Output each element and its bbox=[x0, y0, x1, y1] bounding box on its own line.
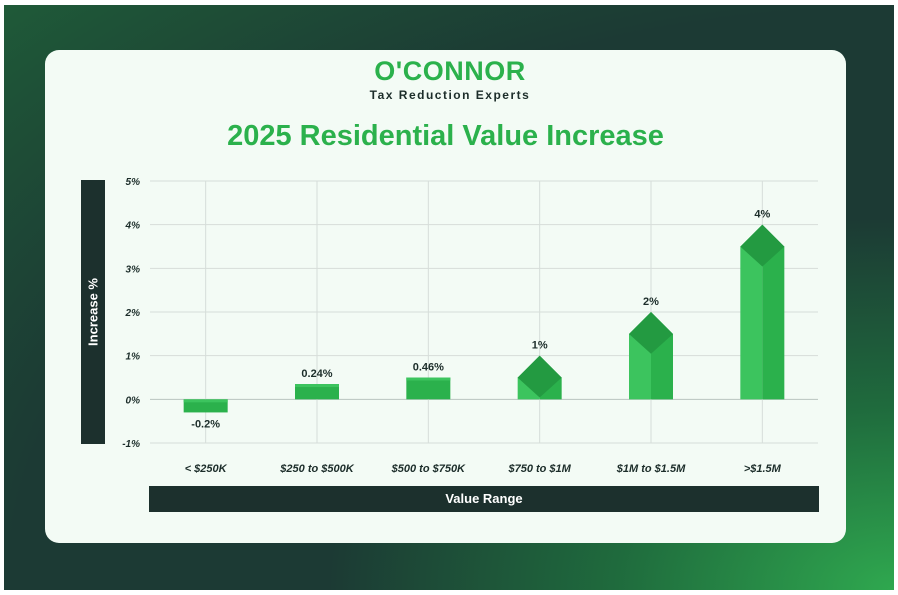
x-tick-label: $500 to $750K bbox=[391, 463, 466, 475]
x-tick-label: $1M to $1.5M bbox=[616, 463, 686, 475]
bar bbox=[295, 384, 339, 400]
bar-cap bbox=[629, 312, 673, 354]
y-tick-label: 5% bbox=[126, 177, 141, 188]
chart-title: 2025 Residential Value Increase bbox=[227, 120, 664, 152]
bar bbox=[740, 224, 763, 400]
y-tick-label: -1% bbox=[122, 439, 140, 450]
y-tick-label: 0% bbox=[126, 395, 141, 406]
logo: O'CONNOR bbox=[374, 56, 526, 86]
data-label: 0.24% bbox=[301, 368, 332, 380]
bar-cap bbox=[517, 355, 562, 398]
bar bbox=[183, 399, 228, 413]
data-label: 2% bbox=[643, 296, 659, 308]
logo-tab bbox=[318, 50, 582, 110]
chart-card bbox=[45, 50, 846, 543]
data-label: 4% bbox=[754, 209, 770, 221]
logo-tagline: Tax Reduction Experts bbox=[369, 88, 531, 102]
bar-highlight bbox=[183, 399, 228, 403]
bar bbox=[406, 377, 451, 400]
y-axis-label-panel bbox=[81, 180, 105, 444]
bar-side bbox=[762, 224, 785, 400]
y-tick-label: 2% bbox=[125, 308, 141, 319]
y-tick-label: 1% bbox=[126, 352, 141, 363]
x-tick-label: $250 to $500K bbox=[279, 463, 354, 475]
x-tick-label: $750 to $1M bbox=[507, 463, 571, 475]
bar-highlight bbox=[406, 377, 451, 381]
x-tick-label: >$1.5M bbox=[744, 463, 782, 475]
data-label: 1% bbox=[532, 340, 548, 352]
bar-cap bbox=[740, 224, 785, 267]
y-tick-label: 4% bbox=[125, 221, 141, 232]
x-tick-label: < $250K bbox=[185, 463, 228, 475]
data-label: 0.46% bbox=[413, 362, 444, 374]
data-label: -0.2% bbox=[191, 418, 220, 430]
x-axis-label: Value Range bbox=[149, 486, 819, 512]
y-tick-label: 3% bbox=[126, 264, 141, 275]
bar-highlight bbox=[295, 384, 339, 388]
